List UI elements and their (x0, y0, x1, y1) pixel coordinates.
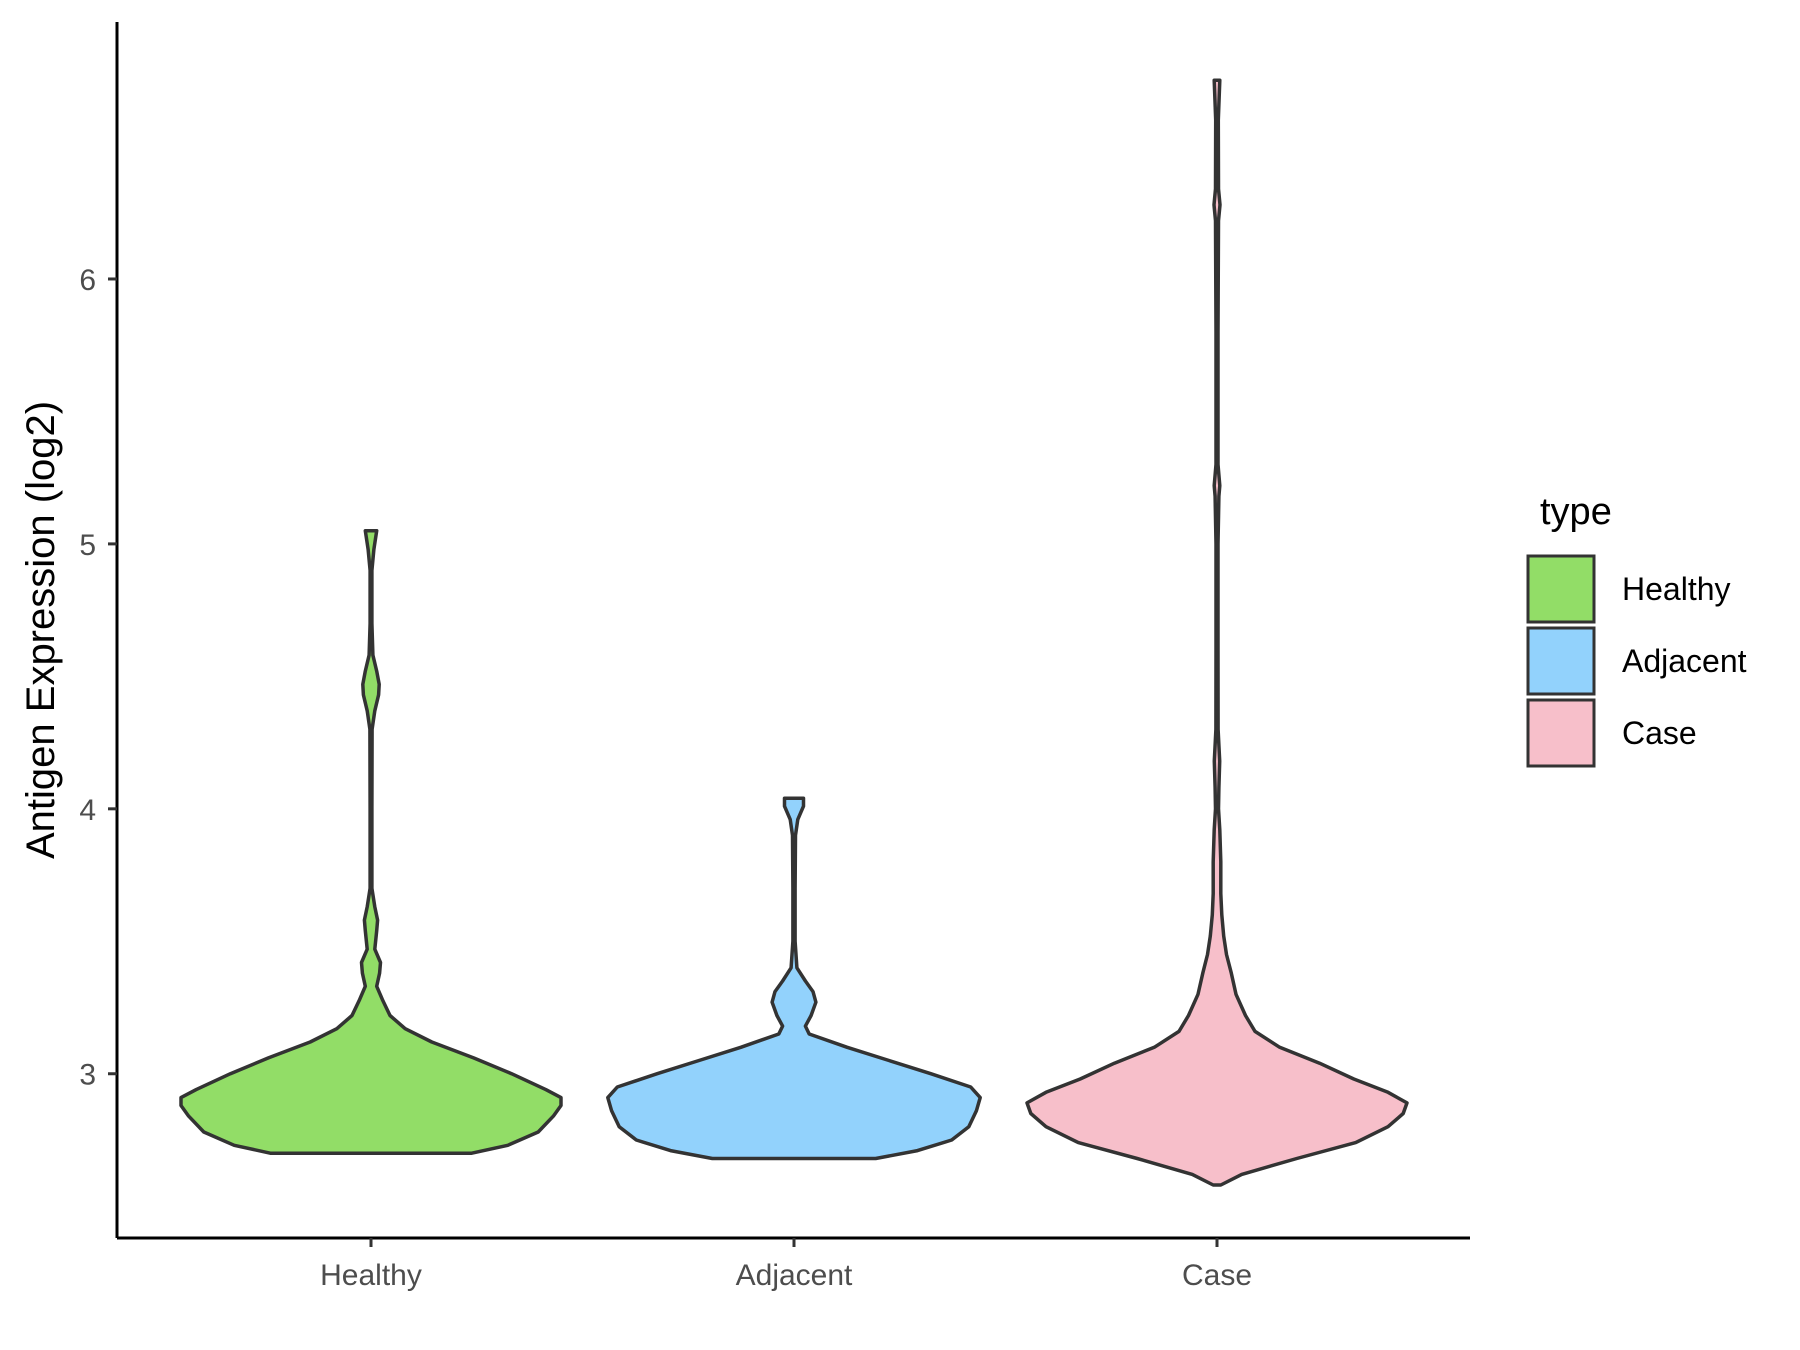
y-axis-title: Antigen Expression (log2) (19, 401, 63, 859)
violin-case (1025, 78, 1409, 1187)
legend-swatch-adjacent (1526, 626, 1596, 696)
legend-label-adjacent: Adjacent (1622, 643, 1747, 679)
y-tick-label: 3 (79, 1059, 96, 1092)
y-ticks: 3 4 5 6 (79, 264, 117, 1092)
x-ticks: Healthy Adjacent Case (320, 1238, 1252, 1292)
violin-layer (179, 78, 1409, 1187)
y-tick-label: 6 (79, 264, 96, 297)
violin-adjacent (606, 796, 982, 1161)
legend-title: type (1540, 491, 1612, 533)
y-tick-label: 5 (79, 529, 96, 562)
legend: type Healthy Adjacent Case (1526, 491, 1747, 768)
x-tick-label: Healthy (320, 1259, 422, 1292)
violin-healthy (179, 528, 563, 1155)
legend-label-healthy: Healthy (1622, 571, 1731, 607)
legend-swatch-case (1526, 698, 1596, 768)
y-tick-label: 4 (79, 794, 96, 827)
legend-label-case: Case (1622, 715, 1697, 751)
legend-swatch-healthy (1526, 554, 1596, 624)
x-tick-label: Adjacent (736, 1259, 853, 1292)
x-tick-label: Case (1182, 1259, 1252, 1292)
